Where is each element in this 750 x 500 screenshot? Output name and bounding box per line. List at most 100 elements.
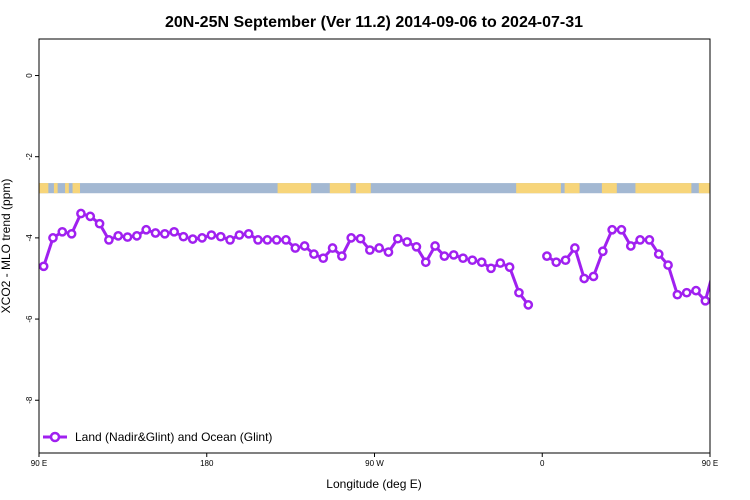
data-point-49 — [495, 258, 506, 268]
data-point-50 — [504, 262, 515, 272]
x-axis-label: Longitude (deg E) — [326, 477, 421, 491]
data-point-26 — [281, 235, 291, 245]
data-point-63 — [635, 235, 645, 245]
data-point-34 — [355, 233, 366, 244]
data-point-43 — [439, 251, 450, 261]
data-point-42 — [430, 241, 440, 251]
legend-label: Land (Nadir&Glint) and Ocean (Glint) — [75, 430, 272, 444]
data-point-9 — [122, 232, 133, 242]
data-point-45 — [458, 253, 468, 264]
map-land-3 — [72, 183, 81, 194]
map-ocean — [39, 183, 710, 194]
legend-marker-swatch — [49, 431, 61, 443]
data-point-60 — [607, 224, 617, 235]
data-point-40 — [411, 241, 422, 252]
data-point-38 — [392, 233, 403, 244]
data-point-53 — [542, 251, 552, 261]
data-point-35 — [364, 245, 375, 255]
x-tick-label-4: 90 E — [702, 459, 718, 468]
data-point-74 — [739, 230, 746, 237]
data-point-23 — [253, 235, 263, 245]
data-point-48 — [486, 263, 496, 274]
data-point-28 — [299, 241, 310, 251]
y-tick-label-0: 0 — [25, 73, 34, 78]
data-point-7 — [104, 235, 114, 245]
data-point-37 — [383, 247, 394, 257]
x-tick-label-1: 180 — [200, 459, 214, 468]
data-point-64 — [644, 235, 655, 245]
data-point-39 — [402, 237, 412, 247]
map-strip — [39, 183, 710, 194]
data-point-65 — [653, 249, 664, 259]
data-point-56 — [570, 243, 580, 253]
data-point-72 — [720, 234, 727, 241]
data-point-55 — [560, 255, 571, 266]
data-point-6 — [94, 218, 105, 229]
y-tick-label-2: -4 — [25, 234, 34, 242]
data-point-25 — [271, 235, 282, 245]
y-axis: 0 -2 -4 -6 -8 — [25, 73, 39, 404]
data-point-33 — [346, 233, 357, 243]
data-point-44 — [448, 250, 459, 260]
data-point-69 — [691, 285, 701, 296]
data-point-61 — [616, 224, 627, 235]
data-point-73 — [730, 229, 737, 236]
legend: Land (Nadir&Glint) and Ocean (Glint) — [43, 430, 272, 444]
map-land-10 — [635, 183, 692, 194]
data-point-57 — [579, 273, 590, 284]
data-point-8 — [113, 231, 124, 241]
data-point-10 — [132, 231, 142, 241]
data-point-36 — [374, 243, 385, 253]
y-tick-label-1: -2 — [25, 153, 34, 161]
data-point-22 — [243, 228, 254, 239]
data-point-70 — [700, 295, 710, 306]
map-land-1 — [53, 183, 58, 194]
y-tick-label-4: -8 — [25, 396, 34, 404]
y-axis-label: XCO2 - MLO trend (ppm) — [0, 179, 13, 314]
data-point-52 — [523, 300, 534, 310]
data-point-51 — [514, 287, 524, 298]
data-point-14 — [169, 226, 179, 237]
data-point-12 — [150, 228, 161, 238]
data-point-15 — [178, 231, 189, 242]
data-point-58 — [588, 271, 599, 282]
data-point-1 — [48, 233, 58, 243]
data-point-47 — [476, 257, 487, 268]
data-point-29 — [309, 249, 319, 259]
data-point-3 — [66, 228, 77, 239]
data-point-46 — [467, 255, 478, 266]
map-land-4 — [277, 183, 312, 194]
data-point-24 — [262, 235, 273, 245]
series-layer — [39, 208, 746, 310]
data-point-13 — [159, 228, 170, 239]
data-point-21 — [234, 230, 245, 240]
data-point-30 — [318, 253, 329, 264]
chart-title: 20N-25N September (Ver 11.2) 2014-09-06 … — [165, 14, 583, 31]
data-point-5 — [85, 211, 96, 222]
x-axis: 90 E 180 90 W 0 90 E — [31, 453, 718, 468]
x-tick-label-0: 90 E — [31, 459, 47, 468]
data-point-71 — [709, 264, 710, 268]
data-point-11 — [141, 224, 152, 235]
data-point-18 — [206, 230, 217, 240]
data-point-32 — [337, 251, 347, 261]
data-point-68 — [681, 287, 692, 298]
data-point-0 — [39, 261, 49, 272]
data-point-59 — [597, 246, 608, 257]
map-land-11 — [698, 183, 710, 194]
data-point-27 — [290, 243, 301, 253]
plot-frame — [38, 38, 711, 454]
data-point-31 — [327, 243, 338, 253]
map-land-0 — [39, 183, 49, 194]
series-line-0-segment-1 — [546, 228, 710, 303]
y-tick-label-3: -6 — [25, 315, 34, 323]
map-land-7 — [516, 183, 561, 194]
data-point-16 — [187, 234, 198, 244]
data-point-4 — [76, 208, 86, 219]
data-point-19 — [215, 231, 226, 242]
map-land-9 — [601, 183, 617, 194]
data-point-67 — [672, 289, 683, 300]
data-point-20 — [225, 235, 235, 245]
data-point-2 — [57, 226, 68, 237]
